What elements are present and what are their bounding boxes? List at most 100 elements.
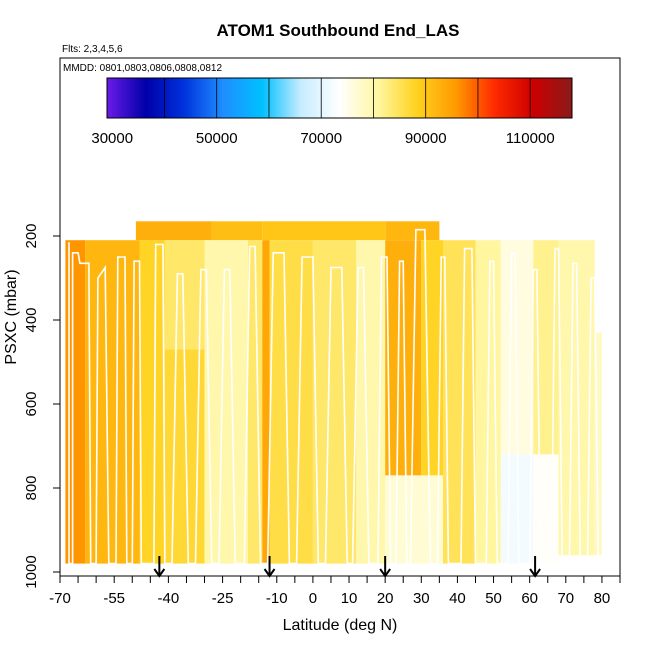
y-axis-label: PSXC (mbar) bbox=[3, 269, 20, 364]
colorbar-segment bbox=[202, 78, 205, 118]
colorbar-segment bbox=[219, 78, 223, 118]
colorbar-segment bbox=[159, 78, 163, 118]
heatmap-cell bbox=[312, 240, 357, 564]
colorbar-segment bbox=[392, 78, 395, 118]
colorbar-segment bbox=[537, 78, 540, 118]
colorbar-segment bbox=[364, 78, 368, 118]
y-tick-label: 400 bbox=[23, 307, 40, 332]
colorbar-segment bbox=[312, 78, 315, 118]
colorbar-segment bbox=[169, 78, 173, 118]
heatmap-cell bbox=[135, 221, 212, 241]
colorbar-frame bbox=[106, 77, 573, 119]
flights-note: Flts: 2,3,4,5,6 bbox=[62, 44, 123, 55]
colorbar-segment bbox=[502, 78, 505, 118]
colorbar-segment bbox=[234, 78, 238, 118]
arrow-marker bbox=[529, 556, 541, 578]
dates-note: MMDD: 0801,0803,0806,0808,0812 bbox=[63, 63, 222, 74]
x-tick-label: -55 bbox=[103, 590, 125, 607]
colorbar-segment bbox=[299, 78, 303, 118]
colorbar-segment bbox=[434, 78, 438, 118]
colorbar-segment bbox=[542, 78, 545, 118]
colorbar-segment bbox=[262, 78, 265, 118]
y-tick-label: 200 bbox=[23, 223, 40, 248]
colorbar-segment bbox=[427, 78, 430, 118]
colorbar-segment bbox=[412, 78, 415, 118]
colorbar-segment bbox=[457, 78, 460, 118]
colorbar-segment bbox=[204, 78, 208, 118]
x-tick-label: 50 bbox=[485, 590, 502, 607]
x-tick-label: 20 bbox=[377, 590, 394, 607]
colorbar-segment bbox=[217, 78, 220, 118]
colorbar-segment bbox=[194, 78, 198, 118]
colorbar-segment bbox=[264, 78, 268, 118]
colorbar-segment bbox=[557, 78, 560, 118]
colorbar-segment bbox=[277, 78, 280, 118]
colorbar-segment bbox=[307, 78, 310, 118]
colorbar-segment bbox=[224, 78, 228, 118]
x-tick-label: -25 bbox=[212, 590, 234, 607]
colorbar-segment bbox=[247, 78, 250, 118]
colorbar-tick-labels: 30000 50000 70000 90000 110000 bbox=[91, 130, 554, 147]
colorbar-segment bbox=[422, 78, 425, 118]
colorbar-segment bbox=[149, 78, 153, 118]
colorbar-segment bbox=[547, 78, 550, 118]
colorbar-segment bbox=[284, 78, 288, 118]
colorbar-segment bbox=[484, 78, 488, 118]
colorbar-segment bbox=[552, 78, 555, 118]
colorbar-segment bbox=[394, 78, 398, 118]
colorbar-segment bbox=[437, 78, 440, 118]
colorbar-segment bbox=[144, 78, 148, 118]
colorbar-segment bbox=[369, 78, 373, 118]
colorbar-tick-label: 30000 bbox=[91, 130, 133, 147]
heatmap-cell bbox=[85, 240, 140, 564]
colorbar-segment bbox=[452, 78, 455, 118]
colorbar-segment bbox=[544, 78, 548, 118]
colorbar-segment bbox=[494, 78, 498, 118]
colorbar-segment bbox=[237, 78, 240, 118]
colorbar-segment bbox=[454, 78, 458, 118]
colorbar-segment bbox=[432, 78, 435, 118]
colorbar-segment bbox=[134, 78, 138, 118]
arrow-marker bbox=[153, 556, 166, 578]
colorbar-segment bbox=[107, 78, 110, 118]
y-axis: 200 400 600 800 1000 bbox=[23, 223, 60, 589]
colorbar-segment bbox=[294, 78, 298, 118]
colorbar-segment bbox=[374, 78, 378, 118]
colorbar-segment bbox=[114, 78, 118, 118]
colorbar-tick-label: 50000 bbox=[196, 130, 238, 147]
colorbar-segment bbox=[562, 78, 565, 118]
y-tick-label: 800 bbox=[23, 475, 40, 500]
colorbar-segment bbox=[132, 78, 135, 118]
colorbar bbox=[106, 77, 573, 119]
colorbar-segment bbox=[507, 78, 510, 118]
colorbar-segment bbox=[142, 78, 145, 118]
colorbar-segment bbox=[447, 78, 450, 118]
colorbar-segment bbox=[349, 78, 353, 118]
colorbar-segment bbox=[362, 78, 365, 118]
colorbar-segment bbox=[344, 78, 348, 118]
heatmap-cell bbox=[385, 475, 443, 564]
x-tick-label: -70 bbox=[49, 590, 71, 607]
colorbar-segment bbox=[352, 78, 355, 118]
colorbar-tick-label: 70000 bbox=[300, 130, 342, 147]
colorbar-segment bbox=[129, 78, 133, 118]
colorbar-segment bbox=[492, 78, 495, 118]
colorbar-segment bbox=[354, 78, 358, 118]
colorbar-segment bbox=[504, 78, 508, 118]
colorbar-segment bbox=[509, 78, 513, 118]
x-tick-label: 80 bbox=[594, 590, 611, 607]
colorbar-segment bbox=[317, 78, 320, 118]
colorbar-segment bbox=[522, 78, 525, 118]
colorbar-segment bbox=[407, 78, 410, 118]
colorbar-segment bbox=[279, 78, 283, 118]
heatmap-cell bbox=[269, 240, 313, 564]
colorbar-segment bbox=[569, 78, 573, 118]
colorbar-segment bbox=[309, 78, 313, 118]
colorbar-segment bbox=[109, 78, 113, 118]
colorbar-segment bbox=[524, 78, 528, 118]
colorbar-segment bbox=[514, 78, 518, 118]
heatmap-cell bbox=[139, 240, 165, 564]
colorbar-segment bbox=[532, 78, 535, 118]
colorbar-segment bbox=[274, 78, 278, 118]
